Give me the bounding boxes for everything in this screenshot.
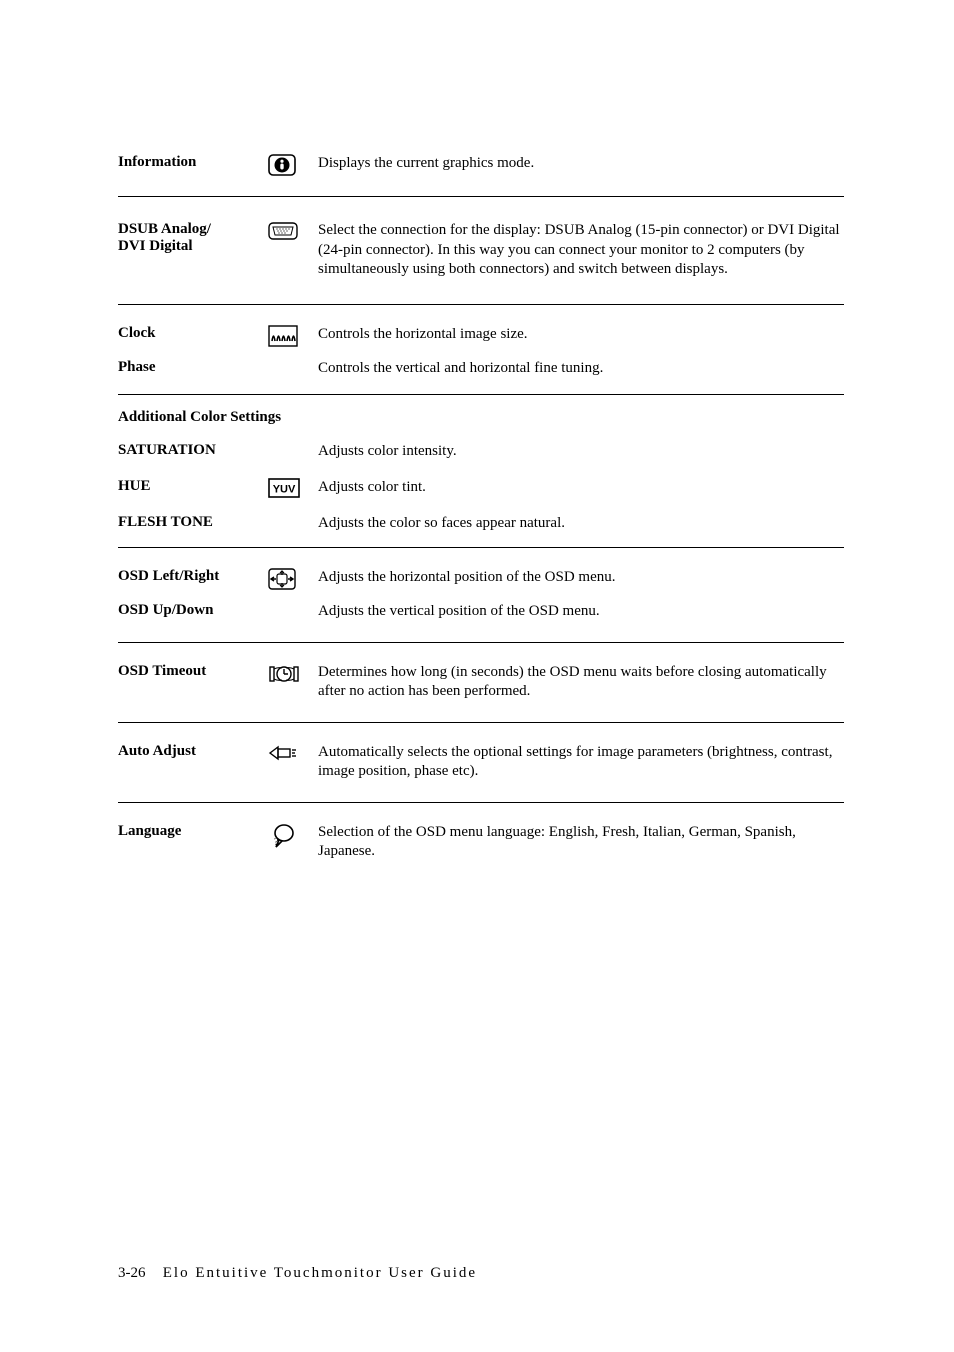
wave-icon [268,325,318,347]
desc-clock: Controls the horizontal image size. [318,325,844,345]
timeout-clock-icon [268,663,318,685]
label-hue: HUE [118,478,268,495]
row-dsub: DSUB Analog/ DVI Digital Select the conn… [118,203,844,298]
desc-phase: Controls the vertical and horizontal fin… [318,359,844,379]
divider [118,547,844,548]
page-footer: 3-26 Elo Entuitive Touchmonitor User Gui… [118,1265,477,1282]
label-clock: Clock [118,325,268,342]
row-osd-timeout: OSD Timeout Determines how long (in seco… [118,649,844,716]
row-osd-lr: OSD Left/Right Adjusts the horizontal po… [118,554,844,596]
desc-information: Displays the current graphics mode. [318,154,844,174]
row-osd-ud: OSD Up/Down Adjusts the vertical positio… [118,596,844,636]
label-dsub: DSUB Analog/ DVI Digital [118,221,268,255]
svg-text:YUV: YUV [273,483,296,495]
divider [118,802,844,803]
divider [118,722,844,723]
auto-adjust-icon [268,743,318,763]
divider [118,642,844,643]
desc-hue: Adjusts color tint. [318,478,844,498]
desc-osd-lr: Adjusts the horizontal position of the O… [318,568,844,588]
row-auto-adjust: Auto Adjust Automatically selects the op… [118,729,844,796]
label-auto-adjust: Auto Adjust [118,743,268,760]
label-dsub-l2: DVI Digital [118,238,193,254]
row-hue: HUE YUV Adjusts color tint. [118,470,844,506]
row-saturation: SATURATION Adjusts color intensity. [118,434,844,470]
desc-flesh: Adjusts the color so faces appear natura… [318,514,844,534]
row-language: Language ? Selection of the OSD menu lan… [118,809,844,876]
desc-saturation: Adjusts color intensity. [318,442,844,462]
svg-text:?: ? [274,837,279,848]
desc-osd-timeout: Determines how long (in seconds) the OSD… [318,663,844,702]
label-phase: Phase [118,359,268,376]
label-dsub-l1: DSUB Analog/ [118,221,211,237]
label-saturation: SATURATION [118,442,268,459]
label-osd-lr: OSD Left/Right [118,568,268,585]
osd-move-icon [268,568,318,590]
info-icon [268,154,318,176]
row-phase: Phase Controls the vertical and horizont… [118,353,844,393]
footer-page: 3-26 [118,1265,146,1281]
divider [118,304,844,305]
row-information: Information Displays the current graphic… [118,140,844,190]
divider [118,196,844,197]
row-clock: Clock Controls the horizontal image size… [118,311,844,353]
connector-icon [268,221,318,241]
row-flesh: FLESH TONE Adjusts the color so faces ap… [118,506,844,542]
section-acs: Additional Color Settings [118,397,844,434]
yuv-icon: YUV [268,478,318,498]
label-language: Language [118,823,268,840]
desc-osd-ud: Adjusts the vertical position of the OSD… [318,602,844,622]
label-osd-timeout: OSD Timeout [118,663,268,680]
desc-language: Selection of the OSD menu language: Engl… [318,823,844,862]
desc-dsub: Select the connection for the display: D… [318,221,844,280]
footer-title: Elo Entuitive Touchmonitor User Guide [163,1265,477,1281]
label-osd-ud: OSD Up/Down [118,602,268,619]
desc-auto-adjust: Automatically selects the optional setti… [318,743,844,782]
label-information: Information [118,154,268,171]
divider [118,394,844,395]
language-icon: ? [268,823,318,849]
label-flesh: FLESH TONE [118,514,268,531]
